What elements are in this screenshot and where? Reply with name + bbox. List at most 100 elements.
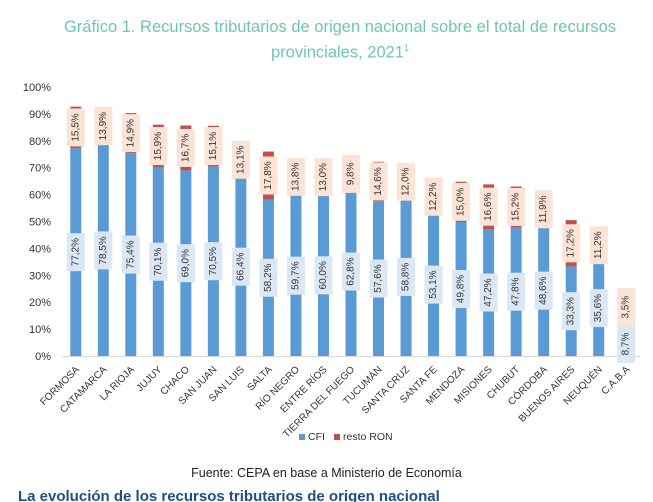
label-box-ron — [562, 224, 581, 263]
chart-title: Gráfico 1. Recursos tributarios de orige… — [40, 17, 640, 64]
legend-label-ron: resto RON — [343, 431, 393, 443]
label-box-cfi — [507, 272, 526, 311]
data-label-ron: 17,2% — [566, 229, 577, 257]
label-box-ron — [176, 128, 195, 167]
data-label-ron: 15,9% — [153, 132, 164, 160]
data-label-ron: 13,9% — [98, 112, 109, 140]
label-box-ron — [66, 108, 85, 147]
label-box-ron — [314, 158, 333, 197]
x-category-label: C.A.B.A — [599, 364, 632, 397]
data-label-ron: 16,6% — [483, 192, 494, 220]
label-box-ron — [397, 162, 416, 201]
data-label-cfi: 75,4% — [125, 240, 136, 268]
data-label-ron: 16,7% — [180, 134, 191, 162]
label-box-ron — [231, 140, 250, 179]
label-box-ron — [286, 157, 305, 196]
data-label-cfi: 8,7% — [621, 332, 632, 355]
data-label-cfi: 35,6% — [593, 294, 604, 322]
data-label-cfi: 60,0% — [318, 261, 329, 289]
label-box-cfi — [424, 265, 443, 304]
label-box-cfi — [204, 242, 223, 281]
label-box-cfi — [562, 292, 581, 331]
source-note: Fuente: CEPA en base a Ministerio de Eco… — [191, 466, 462, 480]
label-box-cfi — [534, 271, 553, 310]
label-box-ron — [149, 127, 168, 166]
y-tick-label: 50% — [29, 217, 51, 229]
chart-title-text: Gráfico 1. Recursos tributarios de orige… — [63, 18, 617, 62]
label-box-ron — [507, 187, 526, 226]
legend-swatch-cfi — [299, 434, 305, 440]
data-label-ron: 15,1% — [208, 132, 219, 160]
label-box-cfi — [176, 244, 195, 283]
data-label-cfi: 47,8% — [511, 277, 522, 305]
legend-label-cfi: CFI — [308, 431, 325, 443]
label-box-cfi — [121, 235, 140, 274]
data-label-cfi: 33,3% — [566, 297, 577, 325]
label-box-ron — [589, 226, 608, 265]
data-label-cfi: 48,6% — [538, 276, 549, 304]
data-label-ron: 13,1% — [235, 145, 246, 173]
y-tick-label: 100% — [23, 82, 51, 94]
label-box-cfi — [369, 259, 388, 298]
label-box-ron — [121, 114, 140, 153]
data-label-cfi: 58,8% — [401, 263, 412, 291]
data-label-cfi: 70,5% — [208, 247, 219, 275]
label-box-cfi — [479, 273, 498, 312]
y-tick-label: 90% — [29, 109, 51, 121]
y-tick-label: 0% — [35, 351, 51, 363]
data-label-ron: 15,2% — [511, 193, 522, 221]
label-box-ron — [479, 187, 498, 226]
y-tick-label: 20% — [29, 297, 51, 309]
label-box-ron — [534, 190, 553, 229]
label-box-ron — [369, 162, 388, 201]
data-label-ron: 17,8% — [263, 161, 274, 189]
data-label-ron: 12,2% — [428, 182, 439, 210]
label-box-cfi — [259, 258, 278, 297]
y-tick-label: 30% — [29, 270, 51, 282]
data-label-ron: 12,0% — [401, 167, 412, 195]
data-label-cfi: 69,0% — [180, 249, 191, 277]
data-label-cfi: 58,2% — [263, 263, 274, 291]
data-label-cfi: 77,2% — [70, 238, 81, 266]
title-footnote: 1 — [403, 43, 409, 53]
data-label-ron: 14,9% — [125, 119, 136, 147]
label-box-cfi — [397, 257, 416, 296]
data-label-ron: 11,2% — [593, 231, 604, 259]
label-box-ron — [94, 107, 113, 146]
data-label-ron: 9,8% — [346, 162, 357, 185]
data-label-ron: 13,0% — [318, 163, 329, 191]
y-tick-label: 10% — [29, 324, 51, 336]
data-label-ron: 15,5% — [70, 113, 81, 141]
data-label-cfi: 62,8% — [346, 257, 357, 285]
label-box-ron — [452, 182, 471, 221]
data-label-cfi: 59,7% — [290, 261, 301, 289]
data-label-cfi: 53,1% — [428, 270, 439, 298]
y-tick-label: 60% — [29, 190, 51, 202]
y-tick-label: 40% — [29, 243, 51, 255]
chart-area: 0% 10% 20% 30% 40% 50% 60% 70% 80% 90% 100% 77,2% 15… — [23, 82, 640, 443]
data-label-ron: 11,9% — [538, 195, 549, 223]
data-label-cfi: 70,1% — [153, 247, 164, 275]
label-box-ron — [617, 288, 636, 327]
label-box-ron — [342, 154, 360, 193]
data-label-cfi: 47,2% — [483, 278, 494, 306]
data-label-cfi: 49,8% — [456, 275, 467, 303]
label-box-cfi — [342, 252, 360, 291]
label-box-cfi — [94, 231, 113, 270]
y-tick-label: 70% — [29, 163, 51, 175]
label-box-cfi — [314, 256, 333, 295]
data-label-ron: 3,5% — [621, 296, 632, 319]
data-label-cfi: 66,4% — [235, 252, 246, 280]
data-label-cfi: 78,5% — [98, 236, 109, 264]
data-label-ron: 13,8% — [290, 163, 301, 191]
label-box-ron — [259, 156, 278, 195]
label-box-ron — [424, 177, 443, 216]
legend-swatch-ron — [334, 434, 340, 440]
data-label-ron: 15,0% — [456, 188, 467, 216]
next-heading-partial: La evolución de los recursos tributarios… — [18, 488, 440, 502]
label-box-cfi — [149, 242, 168, 281]
label-box-cfi — [617, 325, 636, 363]
data-label-ron: 14,6% — [373, 167, 384, 195]
label-box-cfi — [66, 233, 85, 272]
label-box-cfi — [589, 289, 608, 328]
